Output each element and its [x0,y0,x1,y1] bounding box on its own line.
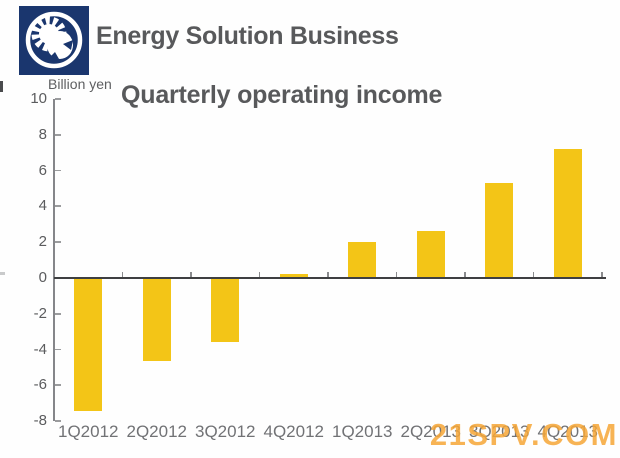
company-logo [19,6,89,75]
chart-title: Quarterly operating income [121,81,443,109]
page-title: Energy Solution Business [96,22,399,50]
x-axis-tick [464,272,466,278]
y-axis-tick-label: 2 [38,233,47,251]
y-axis-tick-label: 10 [30,90,47,107]
y-axis-tick-label: -4 [33,340,47,358]
y-axis-tick [54,205,61,208]
x-axis-label: 4Q2012 [263,422,325,441]
x-axis-label: 1Q2012 [58,422,119,441]
y-axis-tick-label: 0 [38,269,47,286]
y-axis-line [53,99,55,421]
bar-1q2012 [74,279,103,412]
bar-3q2012 [211,279,240,342]
y-axis-tick-label: -6 [33,376,47,394]
globe-sun-gear-logo-icon [19,6,89,75]
y-axis-tick [54,169,61,172]
edge-artifact [0,272,5,275]
y-axis-tick-label: -2 [33,304,47,322]
x-axis-tick [258,272,261,278]
bar-2q2013 [416,231,445,278]
y-axis-tick-label: 8 [38,125,47,143]
y-axis-tick [54,133,61,136]
watermark: 21SPV.COM [429,417,618,452]
bar-3q2013 [485,183,514,278]
x-axis-label: 2Q2013 [400,422,462,441]
edge-artifact [0,81,3,92]
y-axis-tick-label: 6 [38,161,47,179]
x-axis-tick [532,272,535,278]
y-axis-tick [54,98,61,100]
bar-4q2013 [553,149,582,278]
x-axis-label: 2Q2012 [126,422,188,441]
bar-2q2012 [142,279,171,362]
x-axis-zero-line [54,277,606,279]
x-axis-tick [327,272,329,278]
y-axis-tick-label: -8 [33,412,47,430]
x-axis-label: 1Q2013 [332,422,393,441]
bar-1q2013 [348,242,377,278]
y-axis-tick [54,241,61,243]
x-axis-tick [395,272,398,278]
y-axis-tick-label: 4 [38,197,47,215]
y-axis-tick [54,384,61,387]
x-axis-tick [121,272,124,278]
x-axis-label: 3Q2012 [195,422,256,441]
y-axis-unit-label: Billion yen [48,76,112,92]
x-axis-label: 4Q2013 [537,422,599,441]
x-axis-tick [601,272,603,278]
x-axis-tick [190,272,192,278]
y-axis-tick [54,312,61,315]
x-axis-label: 3Q2013 [469,422,530,441]
y-axis-tick [54,420,61,422]
y-axis-tick [54,348,61,351]
bar-4q2012 [279,274,308,278]
